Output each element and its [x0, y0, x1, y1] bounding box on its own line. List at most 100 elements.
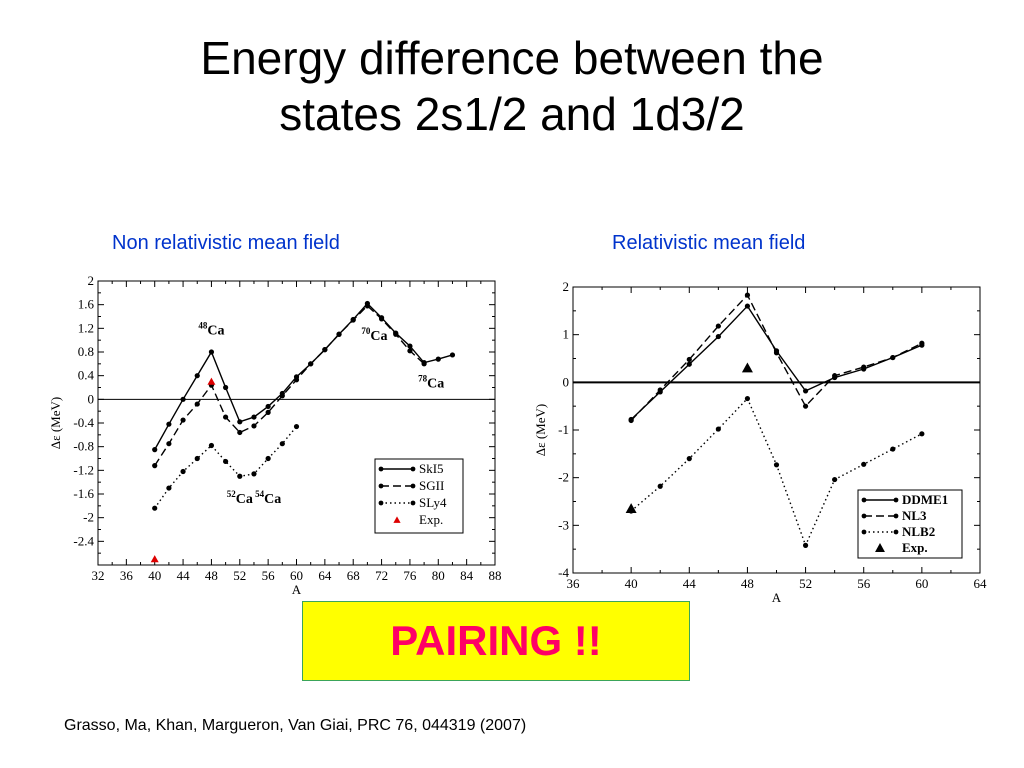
- data-point: [251, 414, 257, 420]
- legend-label: Exp.: [419, 512, 443, 527]
- legend-swatch-point: [410, 483, 416, 489]
- y-tick-label: 1.6: [78, 297, 95, 312]
- data-point: [194, 455, 200, 462]
- data-point: [378, 316, 385, 322]
- data-point: [407, 348, 413, 354]
- y-tick-label: 1: [563, 327, 570, 342]
- data-point: [449, 352, 456, 358]
- y-axis-label: Δε (MeV): [48, 397, 63, 449]
- nucleus-symbol: Ca: [427, 377, 444, 392]
- data-point: [628, 417, 634, 424]
- nucleus-symbol: Ca: [236, 492, 253, 507]
- data-point: [686, 456, 692, 462]
- data-point: [180, 417, 186, 423]
- data-point: [279, 393, 285, 399]
- x-tick-label: 80: [432, 568, 445, 583]
- data-point: [336, 331, 342, 337]
- legend-swatch-point: [861, 513, 867, 519]
- legend-label: Exp.: [902, 540, 928, 555]
- data-point: [279, 441, 285, 447]
- legend-swatch-point: [893, 497, 899, 503]
- x-tick-label: 56: [857, 576, 871, 591]
- nucleus-symbol: Ca: [264, 492, 281, 507]
- legend-label: SLy4: [419, 495, 447, 510]
- exp-data-point: [625, 503, 637, 514]
- legend-swatch-point: [893, 513, 899, 519]
- y-tick-label: -1.2: [73, 462, 94, 477]
- nucleus-label: 70Ca: [361, 326, 387, 344]
- legend-label: SGII: [419, 478, 444, 493]
- y-tick-label: 0: [563, 374, 570, 389]
- legend-swatch-point: [410, 466, 416, 472]
- data-point: [435, 356, 441, 362]
- x-tick-label: 32: [92, 568, 105, 583]
- x-tick-label: 52: [233, 568, 246, 583]
- data-point: [393, 331, 399, 337]
- exp-data-point: [150, 555, 159, 563]
- legend-label: NLB2: [902, 524, 935, 539]
- data-point: [715, 426, 721, 432]
- y-tick-label: 2: [88, 273, 95, 288]
- data-point: [152, 505, 158, 511]
- y-tick-label: -4: [558, 565, 569, 580]
- exp-data-point: [741, 362, 753, 373]
- legend-box: [857, 489, 963, 559]
- data-point: [744, 395, 751, 402]
- data-point: [194, 373, 200, 379]
- data-point: [293, 377, 300, 383]
- pairing-banner: PAIRING !!: [302, 601, 690, 681]
- data-point: [919, 340, 925, 346]
- data-point: [686, 356, 692, 363]
- y-tick-label: -1: [558, 422, 569, 437]
- y-axis-label: Δε (MeV): [533, 404, 548, 456]
- y-tick-label: 1.2: [78, 320, 94, 335]
- data-point: [223, 458, 229, 465]
- data-point: [180, 396, 186, 402]
- nucleus-mass-number: 54: [255, 489, 265, 499]
- legend-swatch-exp: [393, 516, 401, 523]
- nucleus-mass-number: 78: [418, 374, 428, 384]
- chart-relativistic: 36 40 44 48 52 56 60 64 2 1 0 -1 -2 -3 -4 A Δε (MeV) DDME…: [533, 279, 987, 605]
- data-point: [251, 471, 257, 477]
- x-axis-label: A: [772, 590, 782, 605]
- data-point: [180, 468, 186, 475]
- slide-title: Energy difference between the states 2s1…: [0, 30, 1024, 142]
- data-point: [744, 303, 751, 309]
- data-point: [152, 447, 158, 453]
- x-tick-label: 84: [460, 568, 474, 583]
- legend-label: NL3: [902, 508, 927, 523]
- legend-swatch-exp: [875, 543, 885, 552]
- data-point: [832, 476, 838, 483]
- title-line-2: states 2s1/2 and 1d3/2: [279, 88, 745, 140]
- x-tick-label: 64: [318, 568, 332, 583]
- data-point: [265, 403, 271, 410]
- left-chart-heading: Non relativistic mean field: [112, 232, 340, 254]
- y-tick-label: -2.4: [73, 533, 94, 548]
- data-point: [237, 429, 243, 436]
- x-tick-label: 40: [148, 568, 161, 583]
- data-point: [715, 323, 721, 329]
- data-point: [657, 387, 663, 393]
- x-tick-label: 72: [375, 568, 388, 583]
- nucleus-symbol: Ca: [370, 329, 387, 344]
- legend-swatch-point: [378, 483, 384, 489]
- data-point: [890, 354, 896, 361]
- data-point: [237, 473, 243, 479]
- data-point: [832, 373, 838, 379]
- data-point: [407, 343, 413, 349]
- data-point: [293, 423, 300, 430]
- x-tick-label: 76: [403, 568, 417, 583]
- data-point: [152, 463, 158, 469]
- y-tick-label: -0.8: [73, 439, 94, 454]
- data-point: [208, 442, 215, 449]
- legend-label: DDME1: [902, 492, 948, 507]
- exp-data-point: [207, 377, 216, 385]
- nucleus-label: 54Ca: [255, 489, 281, 507]
- data-point: [773, 350, 780, 356]
- legend-swatch-point: [378, 500, 384, 506]
- citation: Grasso, Ma, Khan, Margueron, Van Giai, P…: [64, 717, 527, 734]
- data-point: [421, 361, 427, 367]
- right-chart-heading: Relativistic mean field: [612, 232, 806, 254]
- data-point: [802, 403, 809, 409]
- nucleus-label: 52Ca: [227, 489, 253, 507]
